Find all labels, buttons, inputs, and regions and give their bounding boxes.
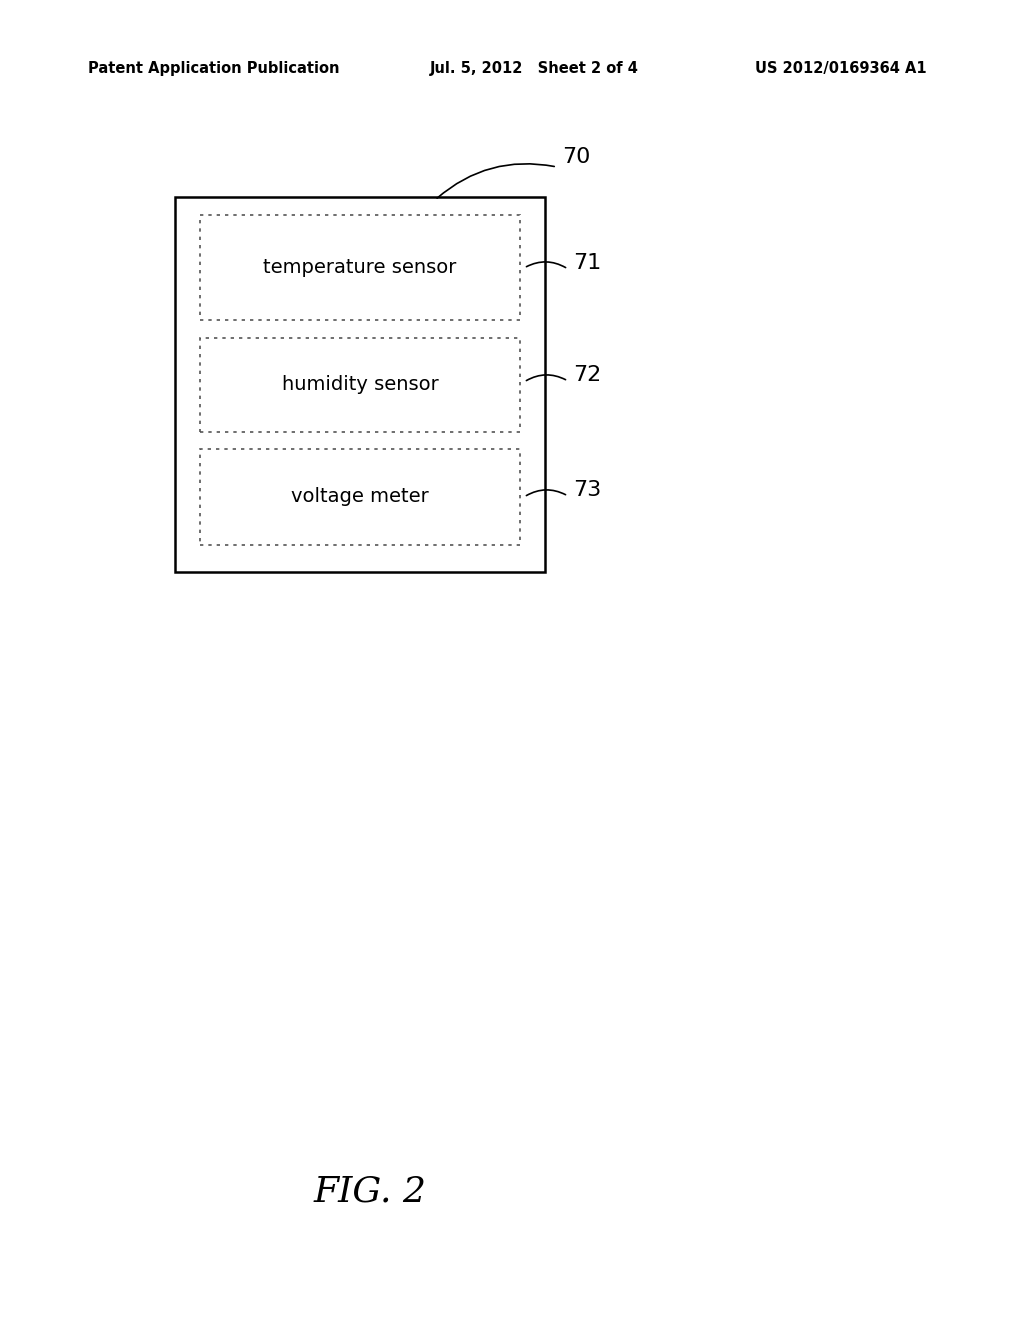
Text: voltage meter: voltage meter [291, 487, 429, 507]
Bar [200, 449, 520, 545]
Text: Patent Application Publication: Patent Application Publication [88, 61, 340, 75]
Text: humidity sensor: humidity sensor [282, 375, 438, 395]
Text: temperature sensor: temperature sensor [263, 257, 457, 277]
Bar [200, 215, 520, 319]
Text: Jul. 5, 2012   Sheet 2 of 4: Jul. 5, 2012 Sheet 2 of 4 [430, 61, 639, 75]
Text: 71: 71 [573, 253, 601, 273]
Text: 70: 70 [562, 147, 591, 168]
Text: US 2012/0169364 A1: US 2012/0169364 A1 [755, 61, 927, 75]
Text: 73: 73 [573, 480, 601, 500]
Text: FIG. 2: FIG. 2 [313, 1175, 427, 1209]
Bar [175, 197, 545, 572]
Text: 72: 72 [573, 366, 601, 385]
Bar [200, 338, 520, 432]
